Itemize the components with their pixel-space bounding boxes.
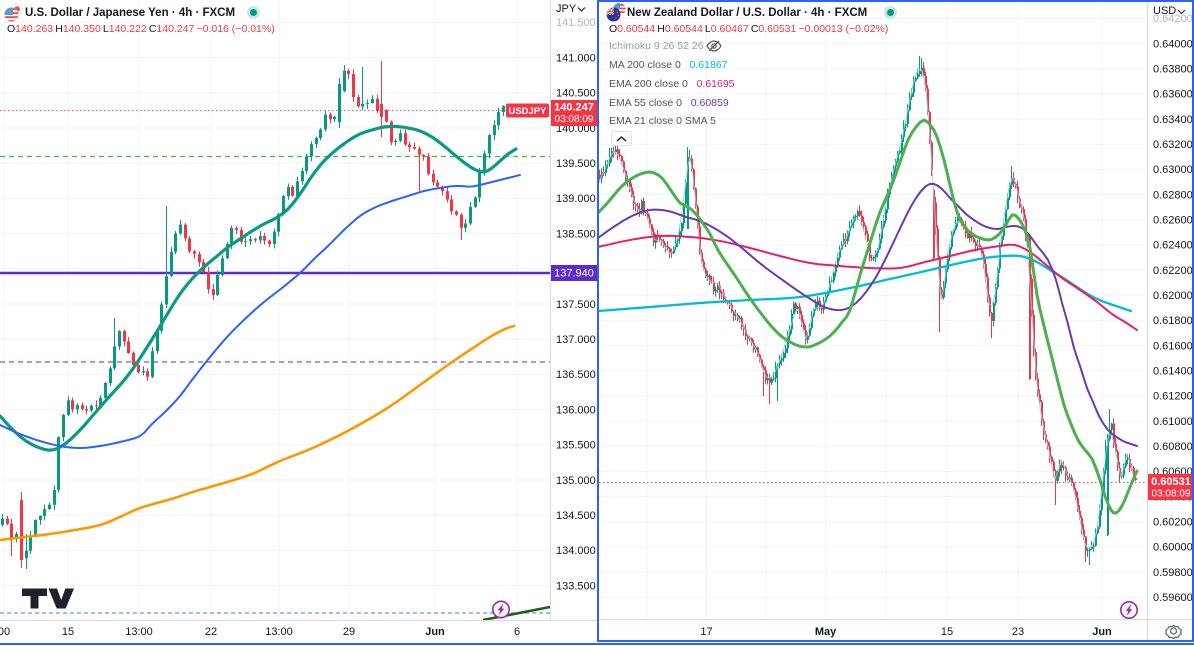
svg-text:29: 29	[343, 626, 355, 638]
svg-text:0.62200: 0.62200	[1153, 265, 1193, 277]
svg-text:141.000: 141.000	[556, 52, 596, 64]
svg-text:140.500: 140.500	[556, 88, 596, 100]
svg-text:00: 00	[0, 626, 10, 638]
svg-text:USDJPY: USDJPY	[508, 106, 547, 117]
svg-text:0.59600: 0.59600	[1153, 592, 1193, 604]
svg-text:0.62600: 0.62600	[1153, 215, 1193, 227]
svg-text:0.60200: 0.60200	[1153, 517, 1193, 529]
svg-text:0.62000: 0.62000	[1153, 290, 1193, 302]
svg-text:136.000: 136.000	[556, 404, 596, 416]
svg-text:0.60531: 0.60531	[1151, 476, 1191, 488]
svg-text:134.000: 134.000	[556, 545, 596, 557]
svg-text:0.61600: 0.61600	[1153, 340, 1193, 352]
svg-text:15: 15	[941, 626, 953, 638]
svg-text:0.63400: 0.63400	[1153, 114, 1193, 126]
svg-text:JPY: JPY	[556, 3, 577, 15]
svg-text:17: 17	[700, 626, 712, 638]
svg-text:May: May	[815, 626, 837, 638]
svg-text:0.61800: 0.61800	[1153, 315, 1193, 327]
svg-text:03:08:09: 03:08:09	[555, 114, 594, 125]
svg-text:134.500: 134.500	[556, 510, 596, 522]
svg-text:139.000: 139.000	[556, 193, 596, 205]
svg-text:0.61200: 0.61200	[1153, 391, 1193, 403]
svg-text:0.61000: 0.61000	[1153, 416, 1193, 428]
svg-text:141.500: 141.500	[556, 17, 596, 29]
svg-text:135.000: 135.000	[556, 475, 596, 487]
svg-text:0.62800: 0.62800	[1153, 189, 1193, 201]
svg-text:6: 6	[514, 626, 520, 638]
svg-text:136.500: 136.500	[556, 369, 596, 381]
svg-text:13:00: 13:00	[265, 626, 293, 638]
svg-text:13:00: 13:00	[125, 626, 153, 638]
svg-text:Jun: Jun	[425, 626, 445, 638]
svg-text:03:08:09: 03:08:09	[1152, 489, 1191, 500]
svg-text:0.61400: 0.61400	[1153, 366, 1193, 378]
svg-text:0.60000: 0.60000	[1153, 542, 1193, 554]
svg-text:23: 23	[1012, 626, 1024, 638]
svg-text:140.247: 140.247	[554, 102, 594, 114]
svg-text:0.63600: 0.63600	[1153, 89, 1193, 101]
svg-text:137.500: 137.500	[556, 299, 596, 311]
svg-text:0.63200: 0.63200	[1153, 139, 1193, 151]
svg-text:139.500: 139.500	[556, 158, 596, 170]
svg-text:0.59800: 0.59800	[1153, 567, 1193, 579]
svg-text:USD: USD	[1153, 5, 1176, 17]
svg-text:15: 15	[62, 626, 74, 638]
svg-text:137.000: 137.000	[556, 334, 596, 346]
svg-text:135.500: 135.500	[556, 440, 596, 452]
svg-text:0.64200: 0.64200	[1153, 13, 1193, 25]
svg-text:0.60800: 0.60800	[1153, 441, 1193, 453]
svg-text:133.500: 133.500	[556, 580, 596, 592]
svg-text:0.63800: 0.63800	[1153, 64, 1193, 76]
svg-text:137.940: 137.940	[554, 268, 594, 280]
svg-text:22: 22	[205, 626, 217, 638]
svg-text:0.63000: 0.63000	[1153, 164, 1193, 176]
svg-text:Jun: Jun	[1092, 626, 1112, 638]
svg-text:138.500: 138.500	[556, 228, 596, 240]
svg-text:0.64000: 0.64000	[1153, 38, 1193, 50]
svg-text:0.62400: 0.62400	[1153, 240, 1193, 252]
